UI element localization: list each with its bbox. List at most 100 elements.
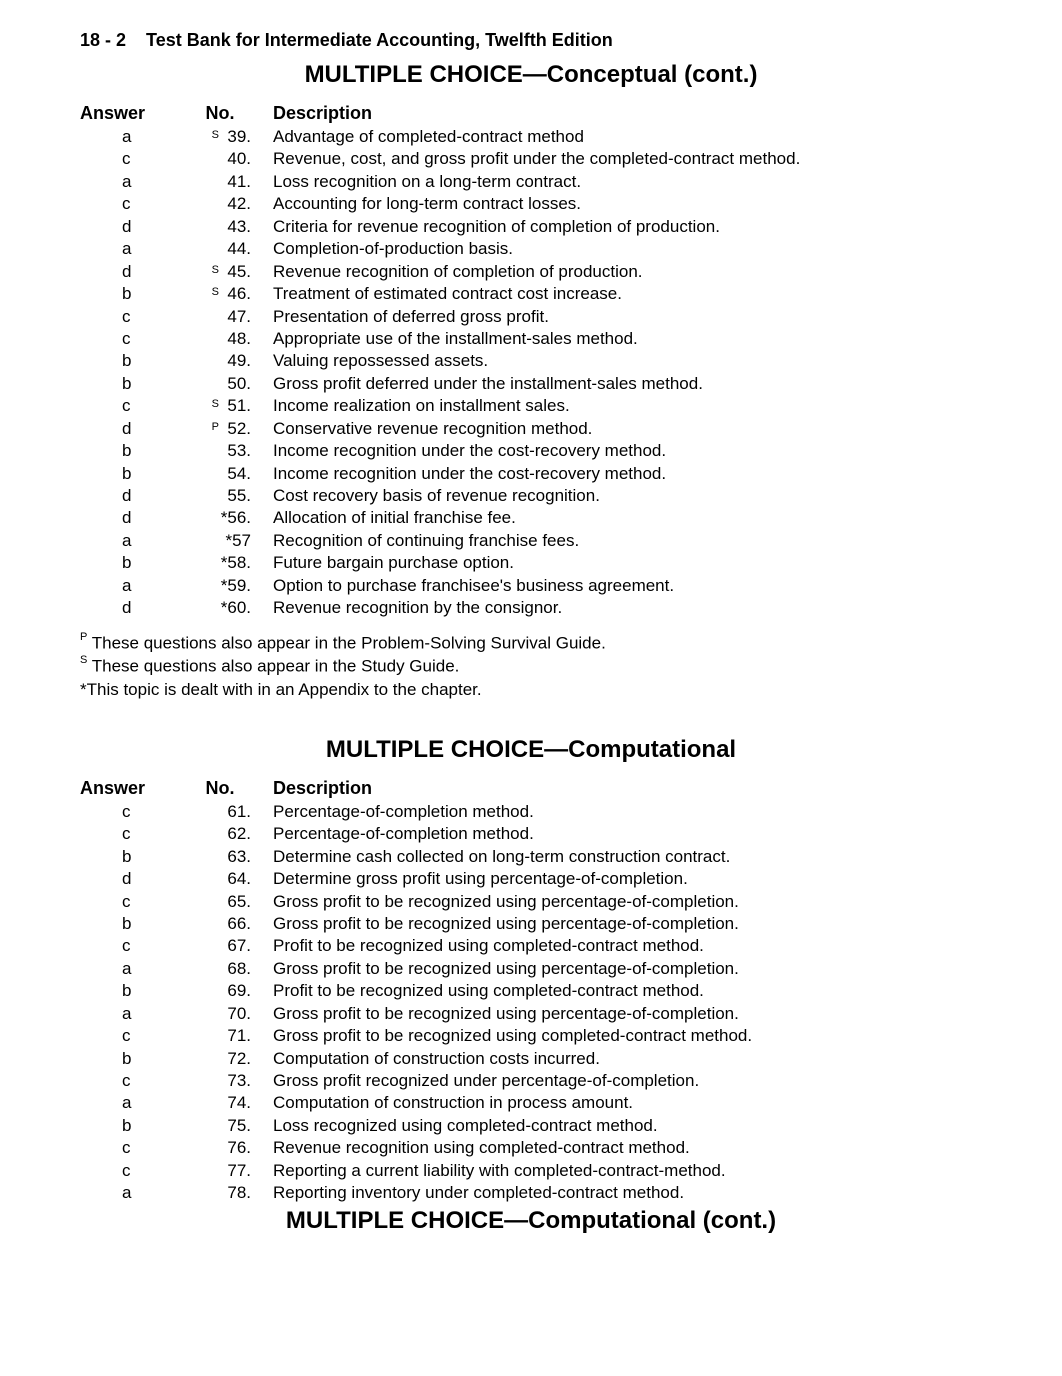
cell-description: Future bargain purchase option. [255, 552, 982, 574]
cell-no: 75. [185, 1115, 255, 1137]
cell-no: 70. [185, 1003, 255, 1025]
cell-answer: b [80, 1048, 185, 1070]
section-title-conceptual: MULTIPLE CHOICE—Conceptual (cont.) [80, 61, 982, 89]
question-number: 63. [219, 846, 251, 868]
table-row: a*57Recognition of continuing franchise … [80, 530, 982, 552]
question-number: 46. [219, 283, 251, 305]
table-row: c67.Profit to be recognized using comple… [80, 935, 982, 957]
table-row: aS39.Advantage of completed-contract met… [80, 126, 982, 148]
cell-no: 50. [185, 373, 255, 395]
cell-no: *58. [185, 552, 255, 574]
cell-no: 43. [185, 216, 255, 238]
table-row: b49.Valuing repossessed assets. [80, 350, 982, 372]
cell-answer: d [80, 216, 185, 238]
col-header-desc: Description [255, 103, 982, 124]
cell-no: 78. [185, 1182, 255, 1204]
cell-description: Valuing repossessed assets. [255, 350, 982, 372]
cell-answer: c [80, 1025, 185, 1047]
page-container: 18 - 2 Test Bank for Intermediate Accoun… [0, 0, 1062, 1376]
cell-description: Treatment of estimated contract cost inc… [255, 283, 982, 305]
question-number: 65. [219, 891, 251, 913]
question-number: 70. [219, 1003, 251, 1025]
col-header-no: No. [185, 778, 255, 799]
question-number: 72. [219, 1048, 251, 1070]
question-number: 42. [219, 193, 251, 215]
cell-description: Appropriate use of the installment-sales… [255, 328, 982, 350]
question-number: 69. [219, 980, 251, 1002]
cell-description: Option to purchase franchisee's business… [255, 575, 982, 597]
question-number: 40. [219, 148, 251, 170]
section2-rows-container: c61.Percentage-of-completion method.c62.… [80, 801, 982, 1205]
cell-no: S51. [185, 395, 255, 417]
cell-description: Recognition of continuing franchise fees… [255, 530, 982, 552]
cell-description: Cost recovery basis of revenue recogniti… [255, 485, 982, 507]
cell-description: Revenue recognition using completed-cont… [255, 1137, 982, 1159]
cell-no: *57 [185, 530, 255, 552]
footnote-superscript: P [80, 631, 87, 643]
question-number: 62. [219, 823, 251, 845]
cell-answer: d [80, 418, 185, 440]
column-headers: Answer No. Description [80, 103, 982, 124]
cell-answer: b [80, 283, 185, 305]
table-row: dP52.Conservative revenue recognition me… [80, 418, 982, 440]
cell-no: 42. [185, 193, 255, 215]
cell-answer: b [80, 463, 185, 485]
question-number: 41. [219, 171, 251, 193]
cell-no: *56. [185, 507, 255, 529]
table-row: a74.Computation of construction in proce… [80, 1092, 982, 1114]
cell-no: 53. [185, 440, 255, 462]
cell-no: 44. [185, 238, 255, 260]
question-number: 75. [219, 1115, 251, 1137]
question-number: 64. [219, 868, 251, 890]
cell-no: S39. [185, 126, 255, 148]
cell-description: Reporting inventory under completed-cont… [255, 1182, 982, 1204]
footnote-text: These questions also appear in the Probl… [87, 633, 605, 652]
question-number: 66. [219, 913, 251, 935]
question-number: 78. [219, 1182, 251, 1204]
cell-no: 73. [185, 1070, 255, 1092]
cell-answer: d [80, 868, 185, 890]
cell-description: Computation of construction costs incurr… [255, 1048, 982, 1070]
question-number: 51. [219, 395, 251, 417]
table-row: b 72.Computation of construction costs in… [80, 1048, 982, 1070]
footnote-line: *This topic is dealt with in an Appendix… [80, 679, 982, 702]
column-headers: Answer No. Description [80, 778, 982, 799]
table-row: dS45.Revenue recognition of completion o… [80, 261, 982, 283]
col-header-desc: Description [255, 778, 982, 799]
cell-description: Income recognition under the cost-recove… [255, 463, 982, 485]
cell-description: Gross profit deferred under the installm… [255, 373, 982, 395]
table-row: b63.Determine cash collected on long-ter… [80, 846, 982, 868]
table-row: c73.Gross profit recognized under percen… [80, 1070, 982, 1092]
cell-answer: a [80, 958, 185, 980]
footnote-line: S These questions also appear in the Stu… [80, 655, 982, 679]
cell-no: 76. [185, 1137, 255, 1159]
cell-no: 71. [185, 1025, 255, 1047]
table-row: a68.Gross profit to be recognized using … [80, 958, 982, 980]
cell-description: Loss recognition on a long-term contract… [255, 171, 982, 193]
cell-description: Gross profit to be recognized using perc… [255, 958, 982, 980]
col-header-no: No. [185, 103, 255, 124]
footnotes: P These questions also appear in the Pro… [80, 632, 982, 702]
cell-answer: a [80, 126, 185, 148]
cell-no: 77. [185, 1160, 255, 1182]
table-row: a*59.Option to purchase franchisee's bus… [80, 575, 982, 597]
cell-description: Gross profit recognized under percentage… [255, 1070, 982, 1092]
table-row: c40.Revenue, cost, and gross profit unde… [80, 148, 982, 170]
cell-description: Revenue, cost, and gross profit under th… [255, 148, 982, 170]
table-row: d*60.Revenue recognition by the consigno… [80, 597, 982, 619]
cell-description: Accounting for long-term contract losses… [255, 193, 982, 215]
table-row: c77.Reporting a current liability with c… [80, 1160, 982, 1182]
cell-description: Reporting a current liability with compl… [255, 1160, 982, 1182]
table-row: cS51.Income realization on installment s… [80, 395, 982, 417]
cell-answer: d [80, 507, 185, 529]
cell-answer: c [80, 801, 185, 823]
cell-no: 55. [185, 485, 255, 507]
question-number: *56. [219, 507, 251, 529]
cell-no: 47. [185, 306, 255, 328]
cell-no: 72. [185, 1048, 255, 1070]
cell-answer: b [80, 980, 185, 1002]
footnote-superscript: S [80, 654, 87, 666]
cell-description: Profit to be recognized using completed-… [255, 935, 982, 957]
footnote-text: These questions also appear in the Study… [87, 657, 459, 676]
cell-no: 49. [185, 350, 255, 372]
